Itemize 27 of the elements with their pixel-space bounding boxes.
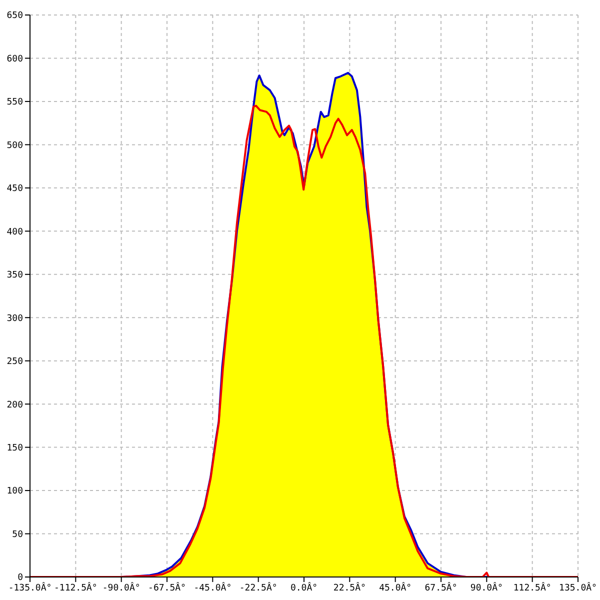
x-tick-label: -135.0Â° xyxy=(8,581,52,594)
y-tick-label: 250 xyxy=(6,357,23,368)
y-tick-label: 500 xyxy=(6,140,23,151)
y-tick-label: 600 xyxy=(6,54,23,64)
y-tick-label: 200 xyxy=(6,400,23,410)
y-tick-label: 100 xyxy=(6,486,23,497)
x-tick-label: -90.0Â° xyxy=(102,581,140,594)
y-tick-label: 650 xyxy=(6,11,23,22)
y-tick-label: 150 xyxy=(6,444,23,454)
y-tick-label: 50 xyxy=(12,530,23,540)
y-tick-label: 400 xyxy=(6,227,23,238)
x-tick-label: -112.5Â° xyxy=(54,581,98,594)
x-tick-label: 67.5Â° xyxy=(424,581,458,594)
y-tick-label: 300 xyxy=(6,314,23,324)
y-tick-label: 350 xyxy=(6,270,23,281)
x-tick-label: -67.5Â° xyxy=(148,581,186,594)
x-tick-label: 90.0Â° xyxy=(470,581,503,594)
y-tick-label: 0 xyxy=(18,573,23,584)
x-tick-label: -45.0Â° xyxy=(194,581,232,594)
x-tick-label: 135.0Â° xyxy=(559,581,597,594)
x-tick-label: 0.0Â° xyxy=(290,581,318,594)
y-tick-label: 550 xyxy=(6,98,23,108)
x-tick-label: 45.0Â° xyxy=(379,581,412,594)
x-tick-label: 22.5Â° xyxy=(333,581,366,594)
y-tick-label: 450 xyxy=(6,184,23,194)
x-tick-label: 112.5Â° xyxy=(513,581,552,594)
x-tick-label: -22.5Â° xyxy=(239,581,278,594)
